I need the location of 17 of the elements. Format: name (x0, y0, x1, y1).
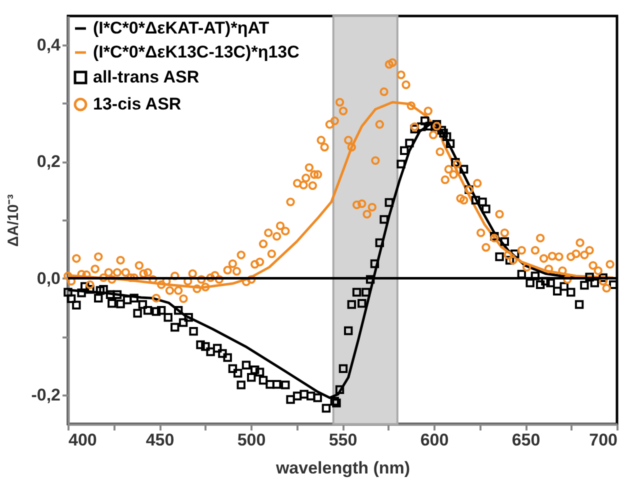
legend-label: all-trans ASR (93, 68, 200, 86)
y-axis-title: ΔA/10⁻³ (5, 194, 22, 247)
legend-label: 13-cis ASR (93, 94, 182, 114)
y-tick-label: 0,4 (36, 36, 62, 55)
x-tick-label: 450 (146, 430, 174, 450)
x-tick-label: 650 (512, 430, 540, 450)
legend-label: (I*C*0*ΔεKAT-AT)*ηAT (93, 18, 270, 38)
y-tick-label: -0,2 (31, 385, 60, 404)
x-tick-label: 500 (237, 430, 266, 450)
x-tick-label: 700 (589, 430, 618, 450)
x-tick-label: 400 (68, 430, 97, 450)
x-tick-label: 550 (328, 430, 358, 450)
y-tick-label: 0,2 (36, 152, 60, 172)
x-tick-label: 600 (420, 430, 449, 450)
legend-label: (I*C*0*ΔεK13C-13C)*η13C (93, 42, 300, 62)
x-axis-title: wavelength (nm) (274, 458, 410, 478)
y-tick-label: 0,0 (36, 268, 60, 288)
